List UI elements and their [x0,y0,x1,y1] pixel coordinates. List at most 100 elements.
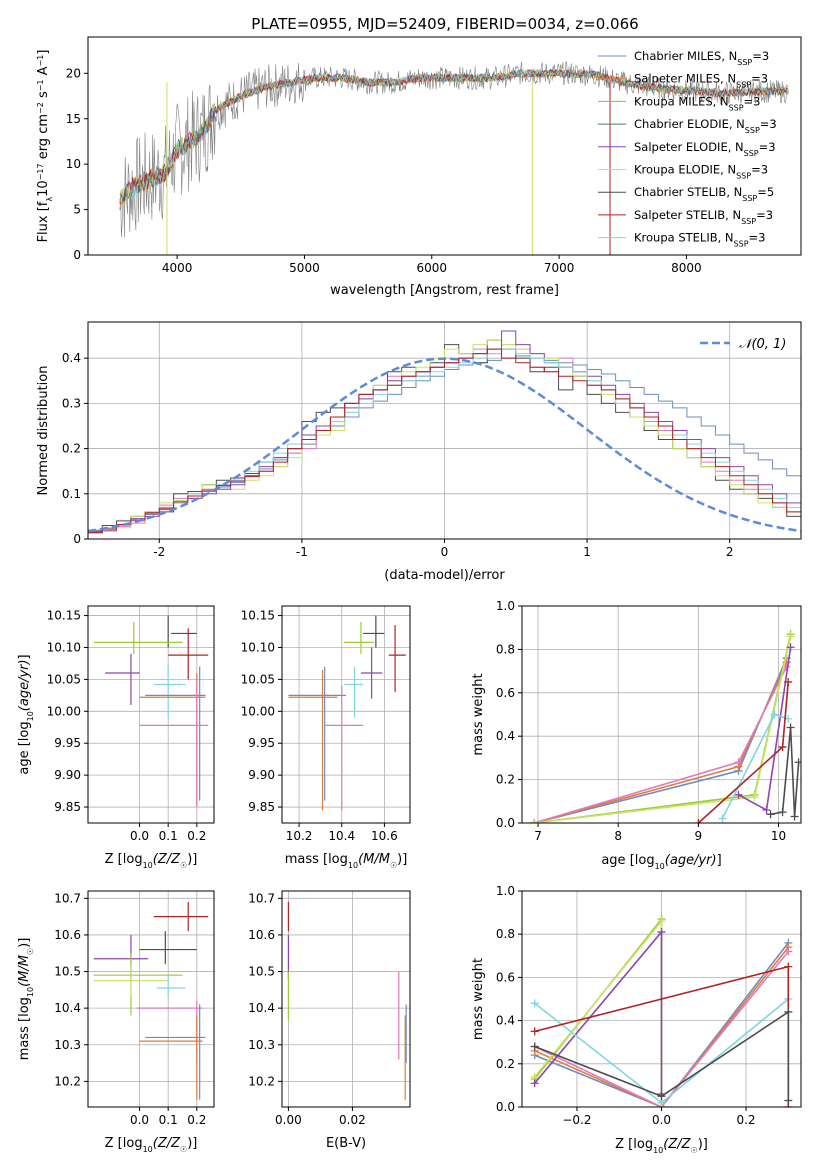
y-tick-label: 0 [73,248,81,262]
weight-marker [786,723,795,732]
y-tick-label: 0.8 [496,927,515,941]
x-tick-label: 5000 [289,261,320,275]
age-vs-mass-panel: 10.2 10.4 10.6 9.85 9.90 9.95 10.00 10.05 10.10 1… [241,605,411,870]
plot-area [282,606,410,823]
x-tick-label: 4000 [162,261,193,275]
x-axis-label: age [log10(age/yr)] [601,853,721,871]
y-tick-label: 10.7 [248,891,275,905]
x-axis-label: Z [log10(Z/Z☉)] [105,852,198,870]
legend-entry: Kroupa MILES, NSSP=3 [634,94,760,112]
error-bars [93,615,209,808]
mass-vs-extinction-panel: 0.00 0.02 10.2 10.3 10.4 10.5 10.6 10.7 E(B-V) [248,890,411,1151]
weight-marker [778,743,787,752]
weight-marker [770,710,779,719]
y-tick-label: 9.85 [248,800,275,814]
axes-frame [281,605,411,824]
y-tick-label: 0.4 [62,351,81,365]
weight-marker [778,808,787,817]
x-tick-label: 7 [534,829,542,843]
y-tick-label: 10.05 [241,672,275,686]
spectrum-legend: Chabrier MILES, NSSP=3 Salpeter MILES, NS… [598,49,777,248]
y-tick-label: 10.4 [248,1001,275,1015]
x-tick-label: 0.0 [652,1113,671,1127]
mass-weight-vs-age-panel: 7 8 9 10 0.0 0.2 0.4 0.6 0.8 1.0 age [log10(age/yr… [471,599,802,871]
weight-marker [657,1092,666,1101]
weight-lines [530,915,793,1107]
plot-area [282,891,410,1107]
x-tick-label: 0.1 [159,829,178,843]
y-tick-label: 10.6 [54,928,81,942]
weight-marker [784,1096,793,1105]
x-tick-label: 6000 [416,261,447,275]
y-tick-label: 1.0 [496,884,515,898]
y-tick-label: 10.6 [248,928,275,942]
weight-marker [734,790,743,799]
mass-weight-vs-metallicity-panel: −0.2 0.0 0.2 0.0 0.2 0.4 0.6 0.8 1.0 Z [log10(Z/Z… [471,884,802,1155]
x-tick-label: 7000 [544,261,575,275]
axes-frame [281,890,411,1108]
axes-frame [87,890,215,1108]
error-bars [287,901,407,1100]
y-axis-label: mass weight [471,958,486,1040]
y-tick-label: 0.2 [496,773,515,787]
weight-lines [530,630,801,823]
y-tick-label: 0.1 [62,487,81,501]
y-tick-label: 0.6 [496,686,515,700]
axes-frame [521,605,802,824]
y-tick-label: 10.4 [54,1001,81,1015]
y-tick-label: 10.05 [47,672,81,686]
y-tick-label: 9.90 [248,768,275,782]
error-bars [93,901,209,1100]
y-axis-label: mass [log10(M/M☉)] [17,938,35,1061]
y-tick-label: 10.7 [54,891,81,905]
weight-marker [790,812,799,821]
y-tick-label: 10.00 [47,704,81,718]
x-tick-label: 10.2 [286,829,313,843]
x-tick-label: 9 [695,829,703,843]
y-tick-label: 20 [66,66,81,80]
normal-curve [88,357,801,533]
weight-marker [784,677,793,686]
x-tick-label: 8 [614,829,622,843]
y-tick-label: 0.4 [496,1014,515,1028]
y-tick-label: 0.0 [496,1100,515,1114]
x-tick-label: 0.02 [339,1113,366,1127]
histogram-steps [88,330,801,539]
model-spectrum-kroupa_stelib [119,68,789,209]
weight-line-pink [534,950,789,1107]
y-tick-label: 0.6 [496,970,515,984]
y-tick-label: 10.3 [54,1038,81,1052]
weight-marker [786,643,795,652]
plot-area [88,37,801,255]
y-tick-label: 10.2 [54,1074,81,1088]
spectrum-lines [119,61,789,255]
histogram-salpeter_stelib [88,348,801,539]
x-tick-label: 0.2 [736,1113,755,1127]
legend-entry: Kroupa STELIB, NSSP=3 [634,231,765,249]
x-tick-label: -1 [296,545,308,559]
y-tick-label: 10.5 [54,965,81,979]
y-tick-label: 10.5 [248,965,275,979]
residual-histogram-panel: -2 -1 0 1 2 0 0.1 0.2 0.3 0.4 (data-model)/error No… [36,321,802,583]
y-tick-label: 9.95 [248,736,275,750]
y-tick-label: 0.4 [496,729,515,743]
weight-line-salpeter_miles [534,946,789,1107]
y-tick-label: 0.2 [62,442,81,456]
x-tick-label: 0.00 [275,1113,302,1127]
y-axis-label: mass weight [471,673,486,755]
y-axis-label: Normed distribution [36,366,51,496]
weight-marker [794,758,801,767]
x-tick-label: 0.1 [159,1113,178,1127]
weight-marker [530,819,539,823]
y-tick-label: 10.15 [47,609,81,623]
weight-marker [734,758,743,767]
weight-marker [784,1007,793,1016]
model-spectrum-chabrier_stelib [119,68,789,202]
y-tick-label: 10.3 [248,1038,275,1052]
x-axis-label: E(B-V) [326,1136,366,1151]
x-axis-label: mass [log10(M/M☉)] [285,852,408,870]
y-axis-label: Flux [fλ10−17 erg cm−2 s−1 A−1] [36,50,54,243]
y-tick-label: 1.0 [496,599,515,613]
axes-frame [87,605,215,824]
